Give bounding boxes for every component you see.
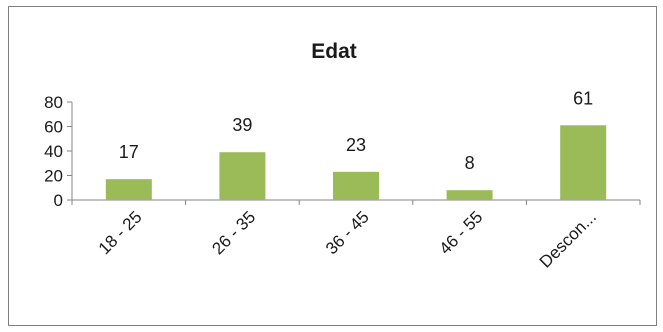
data-labels: 17 39 23 8 61 (119, 88, 593, 173)
data-label: 23 (346, 135, 366, 155)
chart-frame (8, 6, 657, 326)
bar (105, 179, 152, 200)
bar (219, 152, 266, 200)
data-label: 17 (119, 142, 139, 162)
category-labels: 18 - 25 26 - 35 36 - 45 46 - 55 Descon... (95, 207, 600, 271)
y-ticks: 0 20 40 60 80 (44, 93, 641, 210)
y-tick-label: 40 (44, 142, 63, 161)
y-tick-label: 80 (44, 93, 63, 112)
bar (446, 190, 493, 200)
bar (333, 171, 379, 200)
bars (105, 125, 607, 200)
category-label: Descon... (536, 207, 600, 271)
y-tick-label: 0 (54, 191, 63, 210)
y-tick-label: 20 (44, 167, 63, 186)
data-label: 39 (232, 115, 252, 135)
category-label: 36 - 45 (322, 207, 373, 258)
y-tick-label: 60 (44, 118, 63, 137)
data-label: 8 (465, 153, 475, 173)
category-label: 46 - 55 (436, 207, 487, 258)
chart-title: Edat (311, 40, 357, 63)
category-label: 26 - 35 (208, 207, 259, 258)
category-label: 18 - 25 (95, 207, 146, 258)
data-label: 61 (573, 88, 593, 108)
bar (560, 125, 607, 200)
